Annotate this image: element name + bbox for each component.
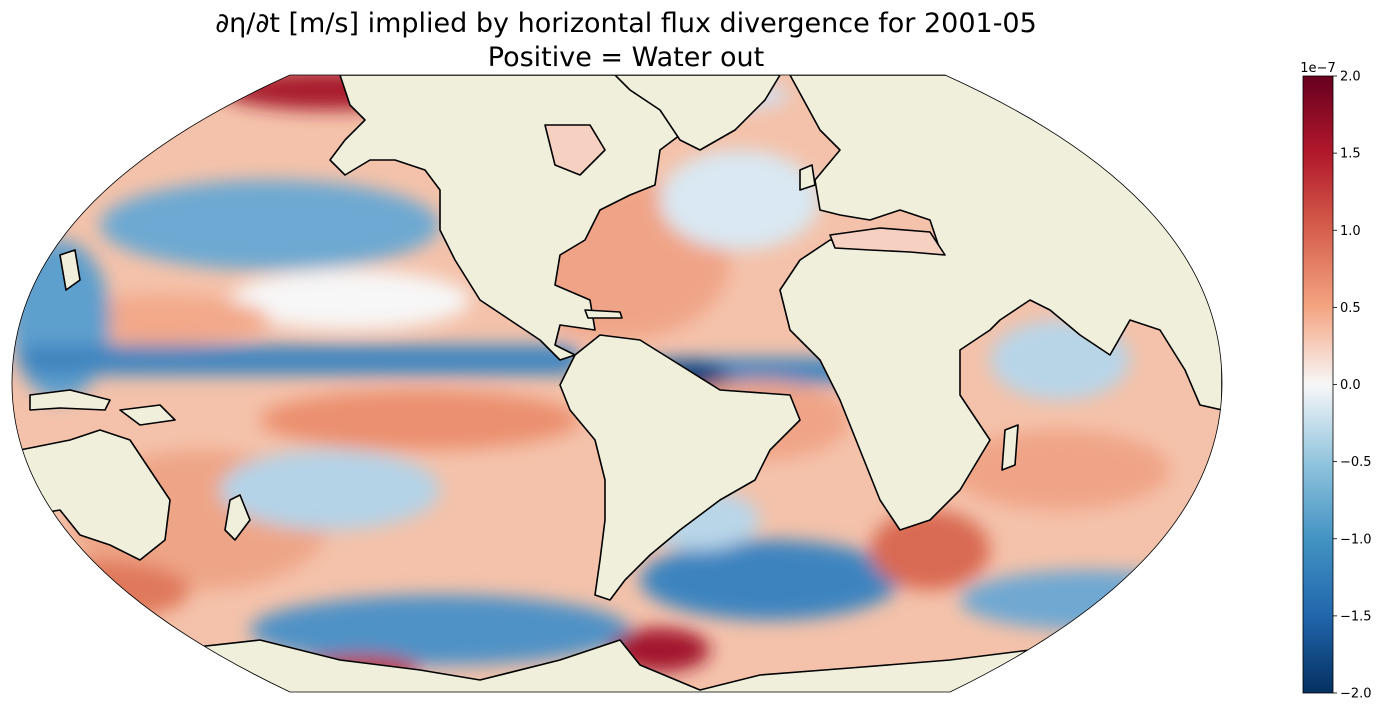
colorbar-tick-label: 2.0: [1340, 70, 1361, 85]
colorbar-tick-label: −0.5: [1340, 455, 1372, 470]
map-boundary: [11, 74, 1223, 693]
land-indonesia: [29, 389, 111, 411]
colorbar-tick-label: 0.0: [1340, 378, 1361, 393]
colorbar-gradient: [1302, 75, 1334, 694]
colorbar-tick-label: 1.0: [1340, 224, 1361, 239]
colorbar-tick-label: −2.0: [1340, 687, 1372, 702]
map-title-line-1: ∂η/∂t [m/s] implied by horizontal flux d…: [215, 8, 1037, 39]
land-north-america: [329, 75, 721, 361]
land-masses: [19, 75, 1222, 692]
ocean-field: [12, 75, 1222, 692]
colorbar: 1e−7 2.0 1.5 1.0 0.5 0.0 −0.5 −1.0 −1.5 −2.0: [1300, 61, 1371, 702]
land-new-zealand: [224, 494, 251, 541]
land-japan: [59, 249, 81, 291]
land-south-america: [559, 334, 801, 601]
colorbar-tick-label: 0.5: [1340, 301, 1361, 316]
colorbar-tick-label: −1.5: [1340, 609, 1372, 624]
land-madagascar: [1001, 424, 1019, 471]
colorbar-tick-label: 1.5: [1340, 147, 1361, 162]
colorbar-exponent: 1e−7: [1300, 61, 1335, 76]
map-title-line-2: Positive = Water out: [487, 42, 765, 73]
land-africa-eurasia: [779, 75, 1222, 531]
colorbar-tick-label: −1.0: [1340, 532, 1372, 547]
land-greenland: [614, 75, 781, 151]
land-british-isles: [799, 164, 816, 191]
